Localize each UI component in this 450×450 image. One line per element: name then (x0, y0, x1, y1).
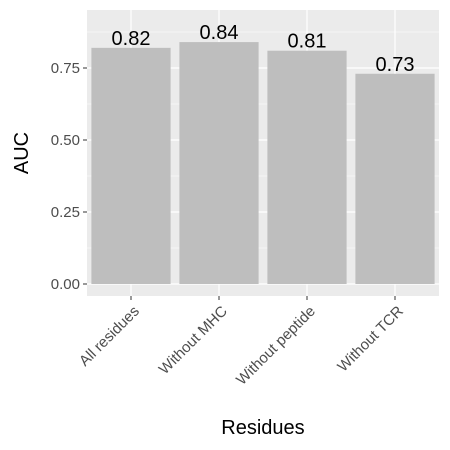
x-tick-label: All residues (76, 303, 143, 370)
x-tick-label: Without TCR (334, 303, 407, 376)
x-tick-label: Without peptide (233, 303, 319, 389)
bars (91, 42, 435, 285)
bar (179, 42, 259, 284)
bar-value-label: 0.84 (200, 22, 239, 44)
y-axis-title: AUC (11, 132, 33, 174)
bar-value-label: 0.81 (288, 31, 327, 53)
x-axis: All residues Without MHC Without peptide Wi… (76, 296, 407, 389)
y-tick-label: 0.25 (51, 204, 80, 221)
bar (355, 73, 435, 284)
y-axis: 0.00 0.25 0.50 0.75 (51, 60, 87, 293)
y-tick-label: 0.50 (51, 132, 80, 149)
x-axis-title: Residues (221, 417, 304, 439)
y-tick-label: 0.00 (51, 276, 80, 293)
x-tick-label: Without MHC (156, 303, 231, 378)
bar (267, 50, 347, 284)
bar-value-labels: 0.82 0.84 0.81 0.73 (112, 22, 415, 76)
y-tick-label: 0.75 (51, 60, 80, 77)
bar-value-label: 0.82 (112, 28, 151, 50)
bar-value-label: 0.73 (376, 54, 415, 76)
bar (91, 47, 171, 285)
